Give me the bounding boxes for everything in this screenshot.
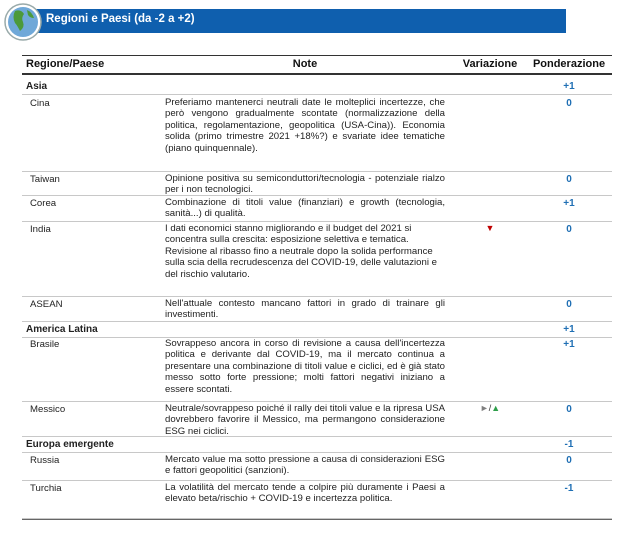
row-line	[22, 195, 612, 196]
column-header: Variazione	[462, 58, 518, 70]
country-name: Cina	[30, 98, 50, 109]
country-note: Combinazione di titoli value (finanziari…	[165, 197, 445, 220]
row-line	[22, 94, 612, 95]
column-header: Note	[292, 58, 318, 70]
country-note: I dati economici stanno migliorando e il…	[165, 223, 437, 280]
country-name: ASEAN	[30, 299, 63, 310]
row-line	[22, 321, 612, 322]
country-name: Turchia	[30, 483, 62, 494]
country-note: Preferiamo mantenerci neutrali date le m…	[165, 97, 445, 154]
row-line	[22, 337, 612, 338]
country-weight: +1	[563, 198, 575, 209]
row-line	[22, 480, 612, 481]
country-weight: +1	[563, 339, 575, 350]
row-line	[22, 171, 612, 172]
country-name: Russia	[30, 455, 60, 466]
country-name: India	[30, 224, 51, 235]
country-name: Messico	[30, 404, 66, 415]
country-note: Mercato value ma sotto pressione a causa…	[165, 454, 445, 477]
column-header: Regione/Paese	[26, 58, 105, 70]
row-line	[22, 401, 612, 402]
variation-symbol: ►	[479, 403, 489, 413]
group-weight: +1	[563, 81, 575, 92]
header-bottom-line	[22, 73, 612, 75]
table-bottom-line	[22, 519, 612, 520]
country-name: Brasile	[30, 339, 60, 350]
country-note: Sovrappeso ancora in corso di revisione …	[165, 338, 445, 395]
title: Regioni e Paesi (da -2 a +2)	[46, 13, 195, 25]
globe-icon	[4, 3, 42, 41]
group-name: Europa emergente	[26, 439, 114, 450]
country-weight: 0	[566, 174, 572, 185]
variation-symbol: ▲	[491, 403, 501, 413]
header-top-line	[22, 55, 612, 56]
country-note: Opinione positiva su semiconduttori/tecn…	[165, 173, 445, 196]
group-weight: -1	[564, 439, 574, 450]
row-line	[22, 518, 612, 519]
country-weight: -1	[564, 483, 574, 494]
group-name: Asia	[26, 81, 48, 92]
variation: ►/▲	[450, 403, 530, 414]
group-name: America Latina	[26, 324, 98, 335]
row-line	[22, 221, 612, 222]
country-note: Neutrale/sovrappeso poiché il rally dei …	[165, 403, 445, 437]
group-weight: +1	[563, 324, 575, 335]
country-weight: 0	[566, 98, 572, 109]
country-name: Corea	[30, 198, 57, 209]
title-bar	[36, 9, 566, 33]
row-line	[22, 296, 612, 297]
column-header: Ponderazione	[532, 58, 606, 70]
variation-symbol: ▼	[485, 223, 495, 233]
country-weight: 0	[566, 404, 572, 415]
row-line	[22, 436, 612, 437]
country-weight: 0	[566, 299, 572, 310]
country-note: Nell'attuale contesto mancano fattori in…	[165, 298, 445, 321]
variation-symbol: /	[488, 403, 492, 413]
variation: ▼	[450, 223, 530, 234]
country-weight: 0	[566, 224, 572, 235]
row-line	[22, 452, 612, 453]
country-note: La volatilità del mercato tende a colpir…	[165, 482, 445, 505]
country-weight: 0	[566, 455, 572, 466]
country-name: Taiwan	[30, 174, 60, 185]
